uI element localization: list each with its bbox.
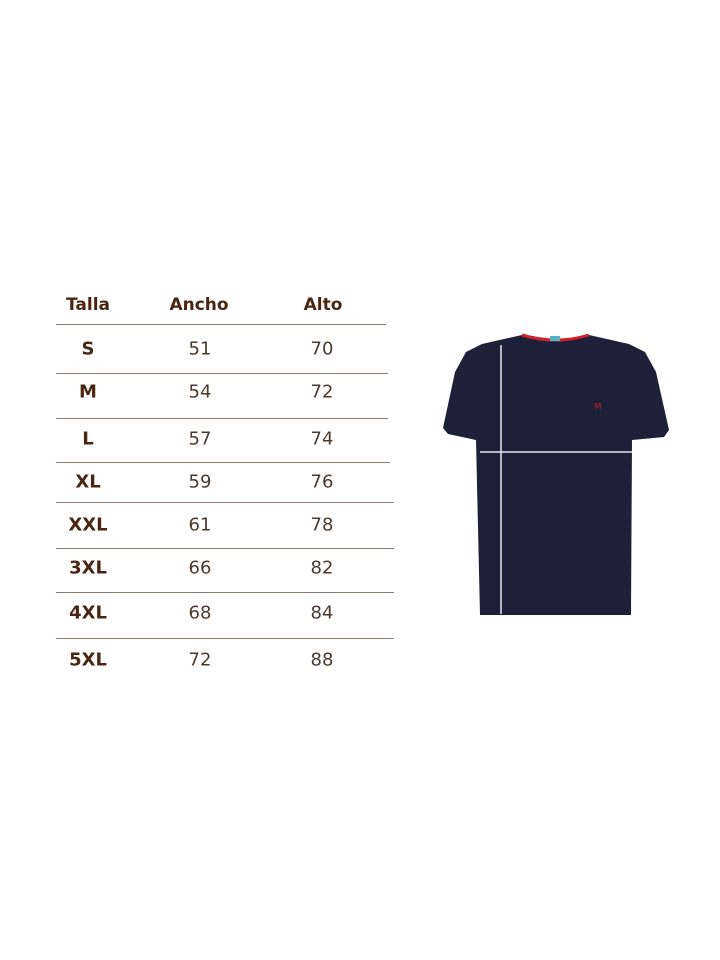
cell-ancho: 66 bbox=[188, 557, 212, 579]
cell-talla: XXL bbox=[68, 514, 108, 536]
row-divider bbox=[56, 548, 394, 549]
cell-alto: 84 bbox=[310, 602, 334, 624]
cell-talla: L bbox=[82, 428, 94, 450]
cell-alto: 78 bbox=[310, 514, 334, 536]
cell-ancho: 57 bbox=[188, 428, 212, 450]
cell-talla: XL bbox=[75, 471, 101, 493]
cell-alto: 82 bbox=[310, 557, 334, 579]
cell-talla: M bbox=[79, 381, 97, 403]
logo-icon: M bbox=[595, 402, 602, 411]
header-alto: Alto bbox=[303, 295, 343, 315]
cell-alto: 72 bbox=[310, 381, 334, 403]
header-ancho: Ancho bbox=[169, 295, 229, 315]
row-divider bbox=[56, 502, 394, 503]
tshirt-body bbox=[443, 335, 669, 615]
row-divider bbox=[56, 638, 394, 639]
cell-talla: 4XL bbox=[69, 602, 107, 624]
row-divider bbox=[56, 592, 394, 593]
row-divider bbox=[56, 462, 390, 463]
cell-talla: 5XL bbox=[69, 649, 107, 671]
row-divider bbox=[56, 324, 386, 325]
row-divider bbox=[56, 373, 388, 374]
row-divider bbox=[56, 418, 388, 419]
cell-ancho: 68 bbox=[188, 602, 212, 624]
cell-ancho: 54 bbox=[188, 381, 212, 403]
cell-talla: S bbox=[81, 338, 95, 360]
cell-alto: 70 bbox=[310, 338, 334, 360]
cell-alto: 88 bbox=[310, 649, 334, 671]
cell-alto: 76 bbox=[310, 471, 334, 493]
cell-ancho: 72 bbox=[188, 649, 212, 671]
cell-ancho: 61 bbox=[188, 514, 212, 536]
label-tag bbox=[550, 336, 560, 341]
header-talla: Talla bbox=[65, 295, 111, 315]
cell-ancho: 59 bbox=[188, 471, 212, 493]
cell-talla: 3XL bbox=[69, 557, 107, 579]
cell-ancho: 51 bbox=[188, 338, 212, 360]
cell-alto: 74 bbox=[310, 428, 334, 450]
